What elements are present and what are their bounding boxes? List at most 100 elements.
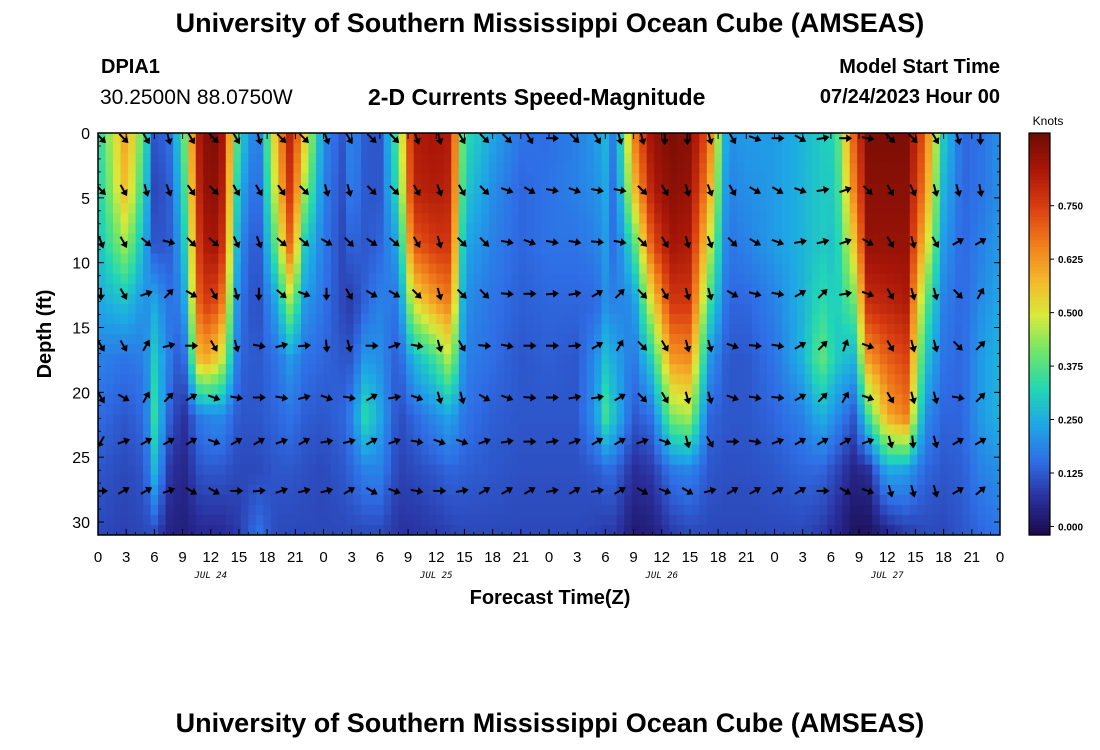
heatmap-cell [849,484,858,496]
heatmap-cell [255,143,264,154]
heatmap-cell [173,434,182,446]
heatmap-cell [812,183,821,194]
heatmap-cell [699,193,708,204]
heatmap-cell [782,143,791,154]
heatmap-cell [744,243,753,255]
heatmap-cell [684,464,693,476]
heatmap-cell [714,374,723,385]
heatmap-cell [173,364,182,375]
heatmap-cell [676,203,685,214]
heatmap-cell [571,504,580,516]
heatmap-cell [992,414,1000,426]
heatmap-cell [323,153,332,164]
heatmap-cell [586,203,595,214]
heatmap-cell [188,323,197,335]
heatmap-cell [759,273,768,285]
heatmap-cell [556,404,565,415]
heatmap-cell [887,233,896,245]
heatmap-cell [849,374,858,385]
heatmap-cell [609,233,618,245]
heatmap-cell [609,153,618,164]
heatmap-cell [533,524,543,535]
heatmap-cell [315,364,325,375]
heatmap-cell [736,313,746,325]
heatmap-cell [458,364,467,375]
heatmap-cell [706,374,715,385]
heatmap-cell [782,374,791,385]
heatmap-cell [406,213,415,225]
heatmap-cell [436,374,445,385]
heatmap-cell [406,143,415,154]
heatmap-cell [766,303,776,315]
heatmap-cell [488,434,497,446]
heatmap-cell [413,323,422,335]
current-vector-arrow [660,184,669,197]
heatmap-cell [353,464,362,476]
heatmap-cell [766,514,776,526]
heatmap-cell [631,303,640,315]
heatmap-cell [842,344,851,355]
heatmap-cell [917,323,926,335]
heatmap-cell [797,313,806,325]
heatmap-cell [902,263,911,275]
heatmap-cell [766,213,776,225]
heatmap-cell [766,424,776,436]
heatmap-cell [631,434,640,446]
current-vector-arrow [299,185,309,196]
heatmap-cell [473,364,482,375]
heatmap-cell [736,163,746,174]
heatmap-cell [458,323,467,335]
heatmap-cell [233,283,242,295]
heatmap-cell [368,223,377,235]
heatmap-cell [691,153,700,164]
heatmap-cell [338,504,347,516]
heatmap-cell [308,334,317,345]
heatmap-cell [909,283,918,295]
heatmap-cell [503,243,513,255]
current-vector-arrow [907,133,918,144]
heatmap-cell [511,454,520,466]
heatmap-cell [150,424,159,436]
heatmap-cell [977,464,986,476]
heatmap-cell [834,163,843,174]
heatmap-cell [406,444,415,456]
heatmap-cell [526,243,535,255]
heatmap-cell [797,203,806,214]
heatmap-cell [406,524,415,535]
heatmap-cell [992,384,1000,395]
heatmap-cell [436,464,445,476]
heatmap-cell [774,173,783,184]
heatmap-cell [549,273,558,285]
heatmap-cell [887,484,896,496]
heatmap-cell [654,243,663,255]
heatmap-cell [947,323,956,335]
heatmap-cell [300,273,310,285]
heatmap-cell [616,223,625,235]
heatmap-cell [105,364,114,375]
heatmap-cell [173,243,182,255]
heatmap-cell [932,514,941,526]
heatmap-cell [654,484,663,496]
heatmap-cell [180,293,189,305]
heatmap-cell [248,213,257,225]
heatmap-cell [669,444,678,456]
heatmap-cell [729,323,738,335]
heatmap-cell [751,444,761,456]
heatmap-cell [421,293,430,305]
heatmap-cell [315,464,325,476]
heatmap-cell [924,464,933,476]
heatmap-cell [789,263,798,275]
heatmap-cell [766,133,776,144]
heatmap-cell [909,173,918,184]
heatmap-cell [293,323,302,335]
heatmap-cell [909,444,918,456]
heatmap-cell [210,283,219,295]
heatmap-cell [812,243,821,255]
heatmap-cell [962,203,971,214]
heatmap-cell [849,384,858,395]
heatmap-cell [361,153,370,164]
heatmap-cell [233,504,242,516]
heatmap-cell [488,514,497,526]
heatmap-cell [188,454,197,466]
heatmap-cell [451,344,460,355]
